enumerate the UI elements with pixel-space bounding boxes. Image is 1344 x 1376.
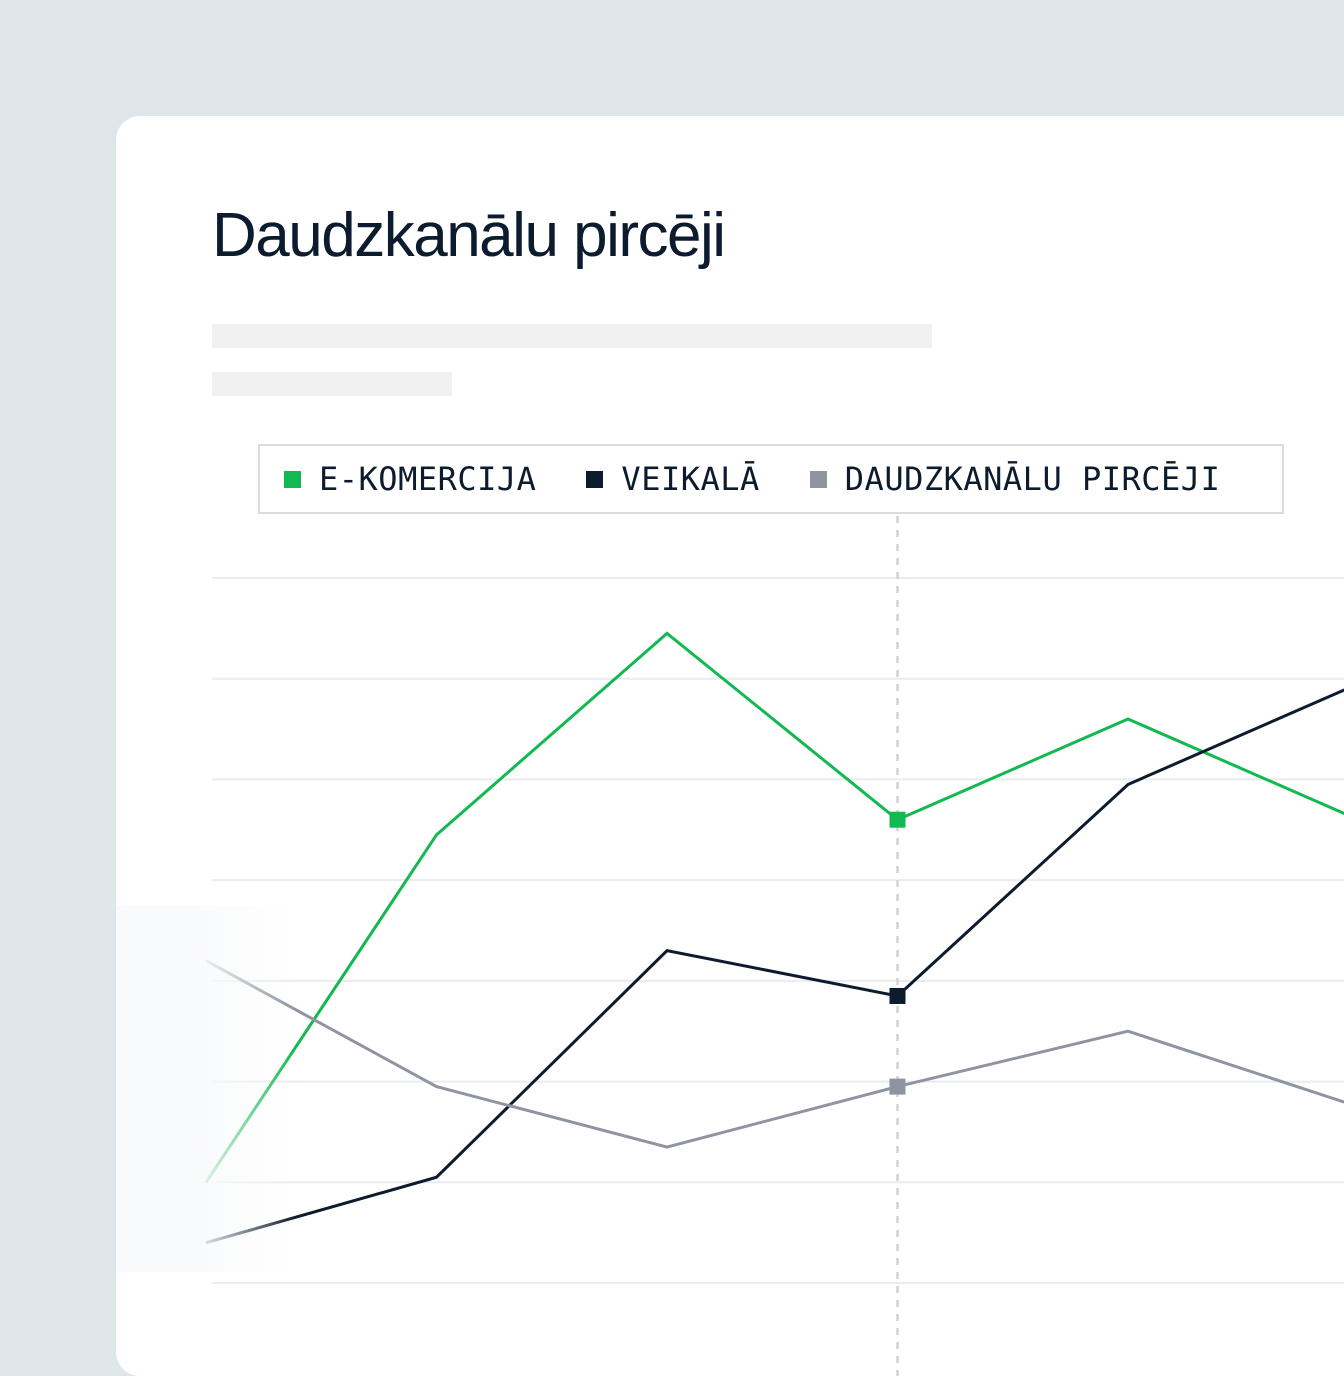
- legend-label-omnichannel: DAUDZKANĀLU PIRCĒJI: [844, 460, 1221, 498]
- legend-item-instore[interactable]: VEIKALĀ: [586, 460, 759, 498]
- legend-item-omnichannel[interactable]: DAUDZKANĀLU PIRCĒJI: [809, 460, 1221, 498]
- skeleton-line-short: [212, 372, 452, 396]
- data-point-marker-2: [889, 1078, 906, 1095]
- legend-item-ecommerce[interactable]: E-KOMERCIJA: [284, 460, 536, 498]
- chart-card: Daudzkanālu pircēji E-KOMERCIJA VEIKALĀ …: [116, 116, 1344, 1376]
- data-point-marker-0: [889, 811, 906, 828]
- chart-legend: E-KOMERCIJA VEIKALĀ DAUDZKANĀLU PIRCĒJI: [258, 444, 1284, 514]
- legend-swatch-omnichannel: [809, 470, 827, 488]
- legend-swatch-ecommerce: [284, 470, 301, 488]
- series-line-0: [204, 631, 1344, 1184]
- series-line-2: [205, 959, 1344, 1149]
- line-chart: [204, 516, 1344, 1376]
- page-title: Daudzkanālu pircēji: [212, 201, 726, 270]
- legend-label-ecommerce: E-KOMERCIJA: [319, 460, 537, 498]
- data-point-marker-1: [889, 987, 906, 1004]
- series-line-1: [205, 688, 1344, 1245]
- legend-swatch-instore: [586, 470, 604, 488]
- skeleton-line-long: [212, 324, 932, 348]
- legend-label-instore: VEIKALĀ: [621, 460, 760, 498]
